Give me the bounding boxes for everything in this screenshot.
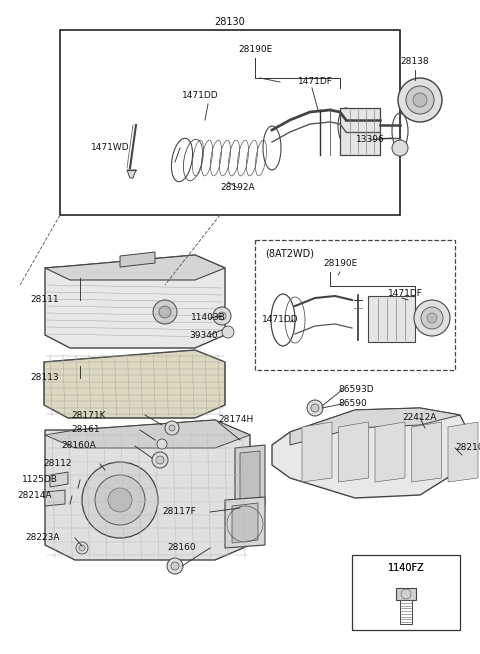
Text: 28214A: 28214A xyxy=(17,492,52,500)
Polygon shape xyxy=(45,255,225,348)
Circle shape xyxy=(95,475,145,525)
Text: 28160A: 28160A xyxy=(61,441,96,451)
Text: 1471WD: 1471WD xyxy=(91,143,129,152)
Polygon shape xyxy=(45,420,250,448)
Text: 39340: 39340 xyxy=(190,330,218,339)
Polygon shape xyxy=(272,408,465,498)
Text: 28160: 28160 xyxy=(168,543,196,553)
Polygon shape xyxy=(302,422,332,482)
Text: 1140FZ: 1140FZ xyxy=(388,563,424,573)
Text: 1471DD: 1471DD xyxy=(182,92,218,101)
Circle shape xyxy=(159,306,171,318)
Text: 1125DB: 1125DB xyxy=(22,475,58,485)
Circle shape xyxy=(152,452,168,468)
Polygon shape xyxy=(375,422,405,482)
Text: 28138: 28138 xyxy=(401,58,429,67)
Circle shape xyxy=(171,562,179,570)
Circle shape xyxy=(398,78,442,122)
Text: 28130: 28130 xyxy=(215,17,245,27)
Circle shape xyxy=(311,404,319,412)
Text: 28174H: 28174H xyxy=(218,415,253,424)
Polygon shape xyxy=(45,490,65,506)
Circle shape xyxy=(392,140,408,156)
Text: 1140FZ: 1140FZ xyxy=(388,563,424,573)
Text: 28117F: 28117F xyxy=(162,508,196,517)
Circle shape xyxy=(213,307,231,325)
Text: 28190E: 28190E xyxy=(323,260,357,269)
Polygon shape xyxy=(448,422,478,482)
Polygon shape xyxy=(340,108,380,155)
Polygon shape xyxy=(120,252,155,267)
Polygon shape xyxy=(240,451,260,500)
Circle shape xyxy=(108,488,132,512)
Text: 1471DD: 1471DD xyxy=(262,315,298,324)
Text: 28171K: 28171K xyxy=(72,411,106,419)
Polygon shape xyxy=(44,350,225,418)
Polygon shape xyxy=(232,503,258,543)
Circle shape xyxy=(169,425,175,431)
Polygon shape xyxy=(396,588,416,600)
Circle shape xyxy=(421,307,443,329)
Polygon shape xyxy=(290,408,460,445)
Text: (8AT2WD): (8AT2WD) xyxy=(265,248,314,258)
Text: 28111: 28111 xyxy=(31,296,60,305)
Circle shape xyxy=(153,300,177,324)
Polygon shape xyxy=(127,170,136,178)
Text: 28113: 28113 xyxy=(31,373,60,383)
Polygon shape xyxy=(225,497,265,548)
Circle shape xyxy=(414,300,450,336)
Text: 28210: 28210 xyxy=(455,443,480,453)
Circle shape xyxy=(307,400,323,416)
Text: 1471DF: 1471DF xyxy=(298,78,333,86)
Polygon shape xyxy=(235,445,265,505)
Text: 1471DF: 1471DF xyxy=(387,290,422,298)
Polygon shape xyxy=(368,296,415,342)
Circle shape xyxy=(165,421,179,435)
Circle shape xyxy=(156,456,164,464)
Circle shape xyxy=(406,86,434,114)
Circle shape xyxy=(413,93,427,107)
Polygon shape xyxy=(338,422,369,482)
Polygon shape xyxy=(411,422,442,482)
Circle shape xyxy=(427,313,437,323)
Text: 22412A: 22412A xyxy=(402,413,436,422)
Text: 13396: 13396 xyxy=(356,135,384,145)
Text: 28192A: 28192A xyxy=(221,184,255,192)
Text: 28190E: 28190E xyxy=(238,46,272,54)
Polygon shape xyxy=(45,255,225,280)
Text: 86590: 86590 xyxy=(338,400,367,409)
Polygon shape xyxy=(45,420,250,560)
Polygon shape xyxy=(50,472,68,487)
Text: 28223A: 28223A xyxy=(25,534,60,543)
Circle shape xyxy=(222,326,234,338)
Circle shape xyxy=(82,462,158,538)
Circle shape xyxy=(167,558,183,574)
Circle shape xyxy=(79,545,85,551)
Circle shape xyxy=(157,439,167,449)
Circle shape xyxy=(76,542,88,554)
Text: 28161: 28161 xyxy=(72,426,100,434)
Text: 28112: 28112 xyxy=(44,460,72,468)
Circle shape xyxy=(218,312,226,320)
Text: 11403B: 11403B xyxy=(191,313,226,322)
Text: 86593D: 86593D xyxy=(338,385,373,394)
